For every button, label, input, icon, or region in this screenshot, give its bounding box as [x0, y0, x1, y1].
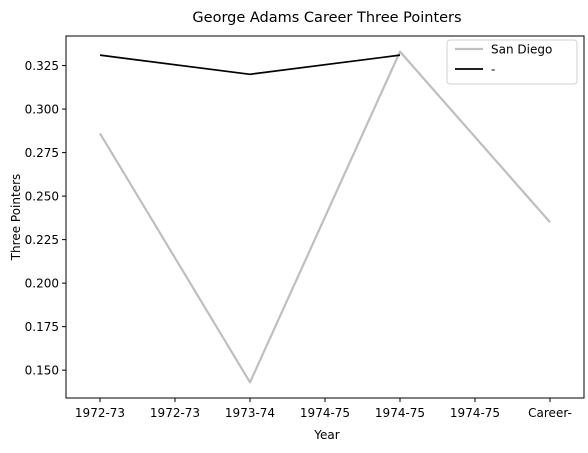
- series-line-dash: [99, 54, 401, 76]
- legend-label: -: [491, 63, 495, 77]
- y-tick-label: 0.225: [25, 233, 59, 247]
- x-tick-label: 1974-75: [375, 406, 425, 420]
- x-tick-label: 1972-73: [75, 406, 125, 420]
- y-tick-label: 0.200: [25, 277, 59, 291]
- plot-lines: [99, 50, 551, 384]
- y-tick-label: 0.250: [25, 190, 59, 204]
- y-tick-label: 0.300: [25, 103, 59, 117]
- y-tick-label: 0.150: [25, 364, 59, 378]
- x-tick-label: Career-: [528, 406, 572, 420]
- x-tick-label: 1974-75: [450, 406, 500, 420]
- y-axis-label: Three Pointers: [9, 174, 23, 262]
- legend: San Diego -: [446, 39, 578, 85]
- legend-label: San Diego: [491, 43, 552, 57]
- legend-box: [446, 39, 578, 85]
- y-axis: 0.150 0.175 0.200 0.225 0.250 0.275 0.300 0.325: [25, 59, 66, 378]
- x-tick-label: 1973-74: [225, 406, 275, 420]
- x-axis-label: Year: [313, 428, 339, 442]
- series-line-san-diego: [99, 50, 551, 384]
- x-tick-label: 1972-73: [150, 406, 200, 420]
- y-tick-label: 0.275: [25, 146, 59, 160]
- y-tick-label: 0.175: [25, 320, 59, 334]
- x-axis: 1972-73 1972-73 1973-74 1974-75 1974-75 1974-…: [75, 398, 572, 420]
- x-tick-label: 1974-75: [300, 406, 350, 420]
- y-tick-label: 0.325: [25, 59, 59, 73]
- chart-title: George Adams Career Three Pointers: [192, 10, 461, 26]
